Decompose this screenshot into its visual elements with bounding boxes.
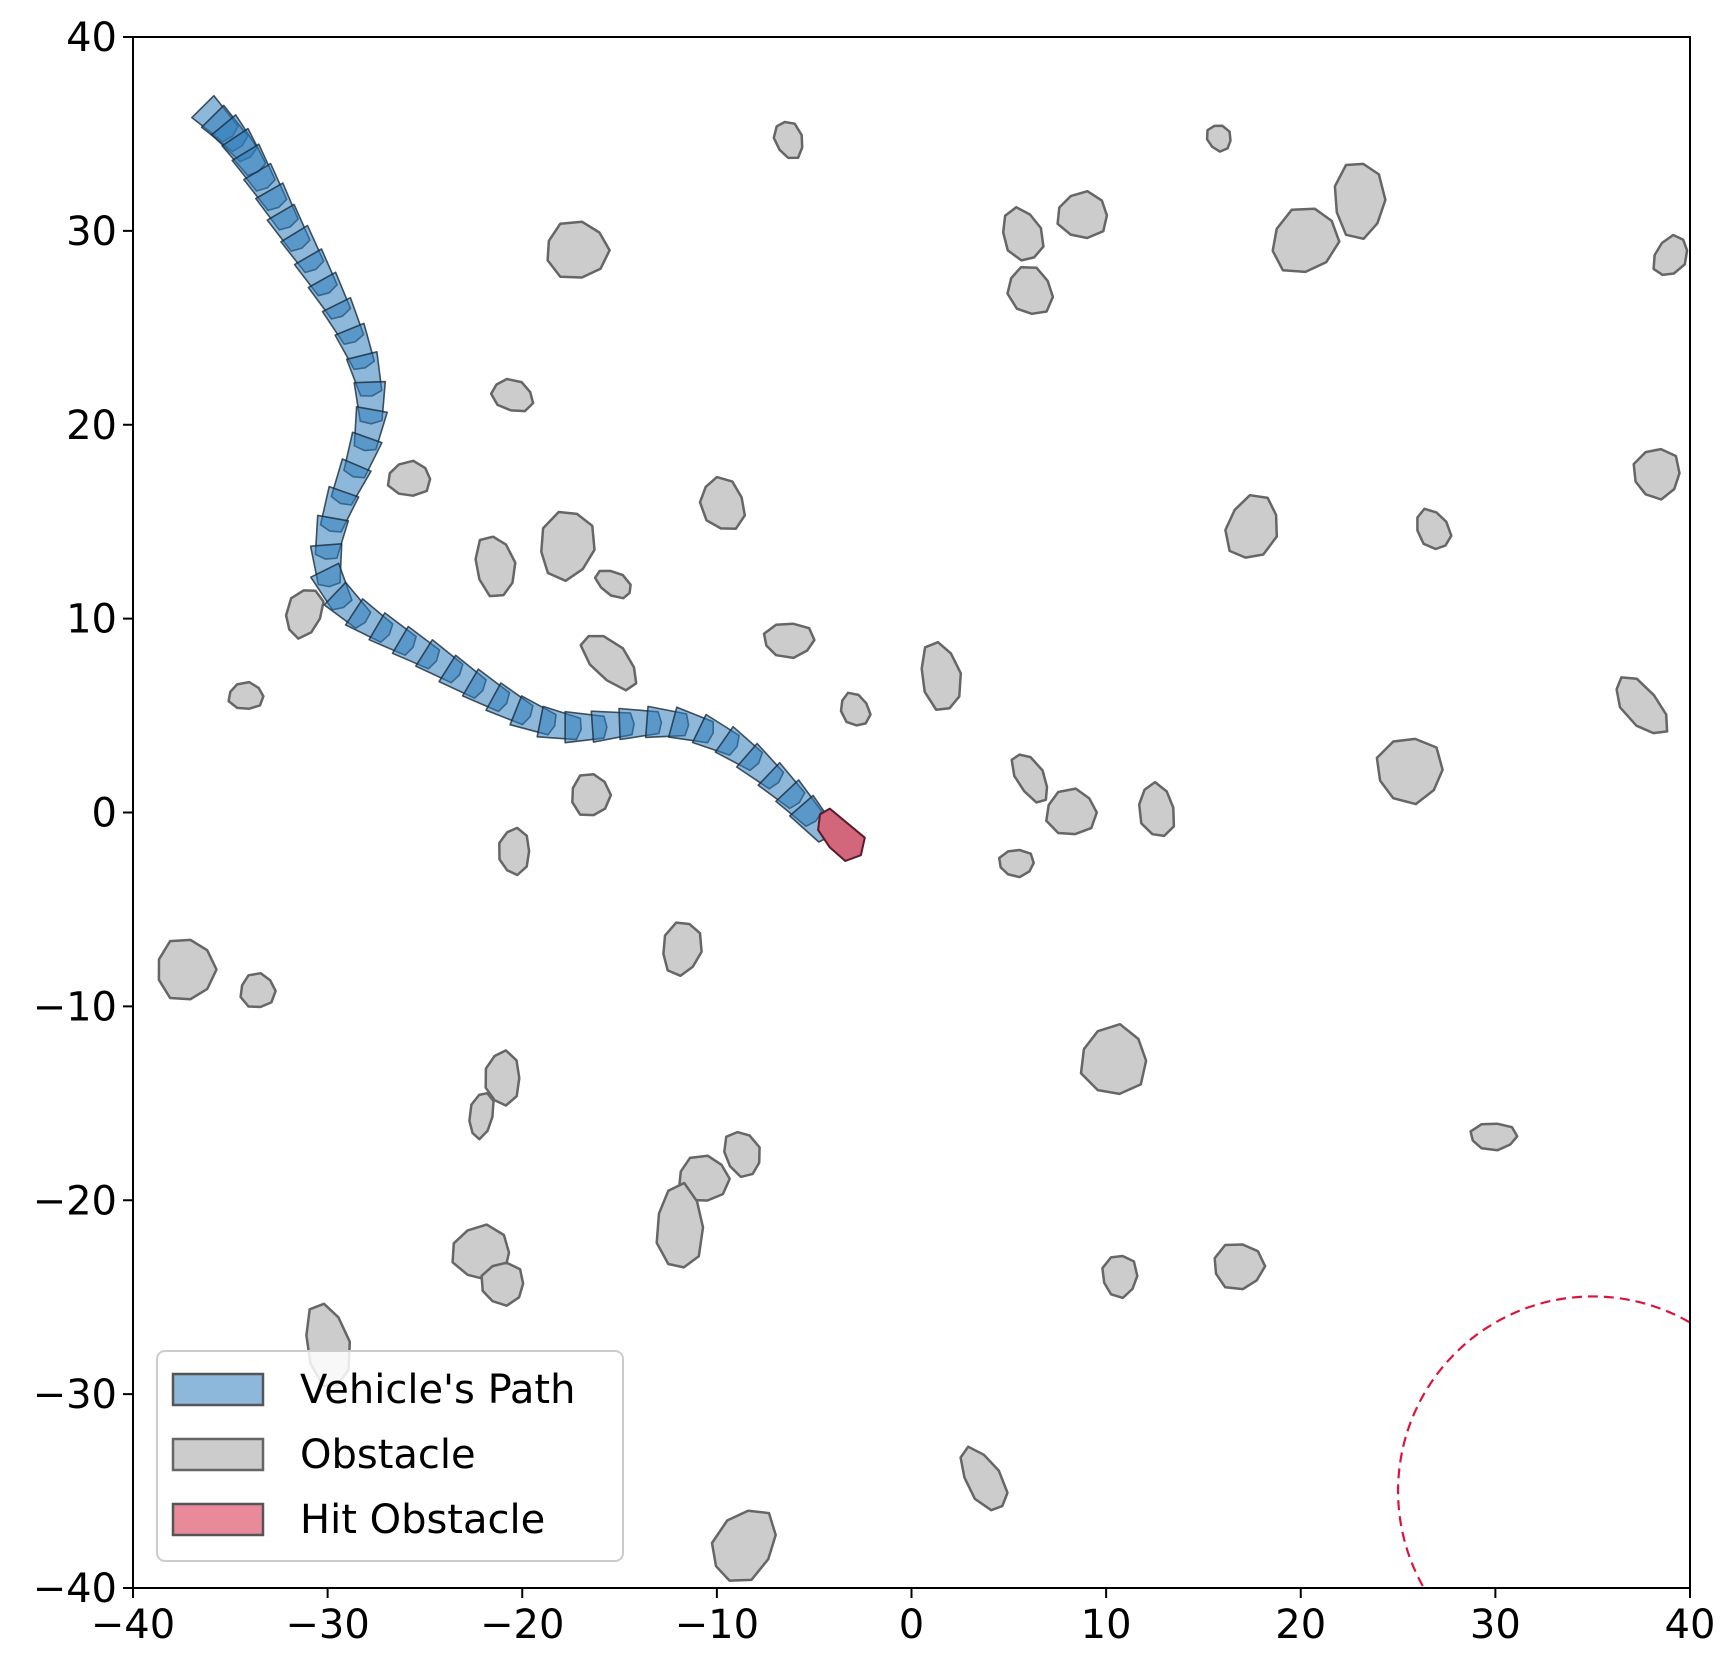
obstacle <box>1205 124 1232 153</box>
obstacle <box>1213 1243 1267 1291</box>
obstacle <box>1056 189 1109 240</box>
y-tick-label: 40 <box>66 15 117 61</box>
obstacle <box>593 569 632 600</box>
obstacle <box>571 773 613 817</box>
obstacle <box>227 680 265 711</box>
y-tick-label: −20 <box>33 1178 117 1224</box>
obstacle <box>959 1445 1009 1512</box>
vehicle-path-layer <box>191 94 837 843</box>
y-tick-label: −30 <box>33 1372 117 1418</box>
legend-label: Obstacle <box>300 1432 476 1478</box>
x-tick-label: −30 <box>285 1602 369 1648</box>
obstacle <box>1001 205 1045 262</box>
y-tick-label: 0 <box>92 791 117 837</box>
obstacle <box>284 589 325 640</box>
legend-swatch <box>171 1502 265 1537</box>
obstacle <box>1652 233 1689 277</box>
obstacle <box>1416 507 1453 551</box>
x-tick-label: 10 <box>1081 1602 1132 1648</box>
obstacle <box>1632 447 1681 501</box>
obstacle <box>677 1154 731 1202</box>
obstacle <box>498 826 531 877</box>
legend-label: Hit Obstacle <box>300 1497 545 1543</box>
y-tick-label: 20 <box>66 403 117 449</box>
x-tick-label: 30 <box>1470 1602 1521 1648</box>
obstacle <box>1469 1122 1519 1152</box>
obstacle <box>839 691 872 727</box>
obstacle <box>157 938 218 1001</box>
legend-box <box>156 1350 624 1562</box>
x-tick-label: −20 <box>480 1602 564 1648</box>
obstacle <box>468 1091 495 1141</box>
obstacle <box>540 510 596 583</box>
obstacle <box>772 120 804 160</box>
x-tick-label: 20 <box>1275 1602 1326 1648</box>
obstacle <box>762 622 816 660</box>
legend: Vehicle's Path Obstacle Hit Obstacle <box>156 1350 624 1562</box>
obstacle <box>1615 676 1669 735</box>
obstacle <box>1333 162 1387 241</box>
obstacle <box>579 634 638 692</box>
y-tick-label: 10 <box>66 597 117 643</box>
obstacle <box>655 1181 705 1269</box>
legend-label: Vehicle's Path <box>300 1367 575 1413</box>
obstacles-layer <box>157 120 1689 1582</box>
obstacle <box>1079 1022 1148 1096</box>
obstacle <box>997 848 1035 879</box>
obstacle <box>1137 780 1176 838</box>
hit-obstacle <box>817 807 866 862</box>
obstacle <box>489 377 535 413</box>
obstacle <box>662 921 703 978</box>
goal-layer <box>1397 1295 1690 1588</box>
legend-swatch <box>171 1437 265 1472</box>
obstacle <box>1271 207 1341 274</box>
x-tick-label: −10 <box>675 1602 759 1648</box>
obstacle <box>1006 266 1055 316</box>
obstacle <box>1375 737 1444 806</box>
obstacle <box>710 1509 777 1582</box>
obstacle <box>1101 1254 1139 1300</box>
x-axis: −40 −30 −20 −10 0 10 20 30 40 <box>91 1588 1716 1648</box>
y-tick-label: −40 <box>33 1566 117 1612</box>
y-axis: −40 −30 −20 −10 0 10 20 30 40 <box>33 15 133 1612</box>
x-tick-label: −40 <box>91 1602 175 1648</box>
obstacle <box>698 475 747 531</box>
obstacle <box>1045 787 1099 836</box>
hit-obstacle-layer <box>817 807 866 862</box>
y-tick-label: −10 <box>33 984 117 1030</box>
obstacle <box>386 459 432 497</box>
x-tick-label: 40 <box>1665 1602 1716 1648</box>
goal-region-circle <box>1397 1295 1690 1588</box>
obstacle <box>920 640 963 712</box>
obstacle <box>474 535 517 598</box>
y-tick-label: 30 <box>66 209 117 255</box>
x-tick-label: 0 <box>899 1602 924 1648</box>
obstacle <box>480 1261 525 1307</box>
obstacle <box>239 971 277 1009</box>
obstacle <box>546 220 611 279</box>
obstacle <box>1010 753 1049 804</box>
plot-area <box>157 94 1690 1588</box>
obstacle <box>484 1049 521 1107</box>
obstacle <box>1224 493 1279 559</box>
legend-swatch <box>171 1372 265 1407</box>
obstacle <box>723 1130 761 1179</box>
